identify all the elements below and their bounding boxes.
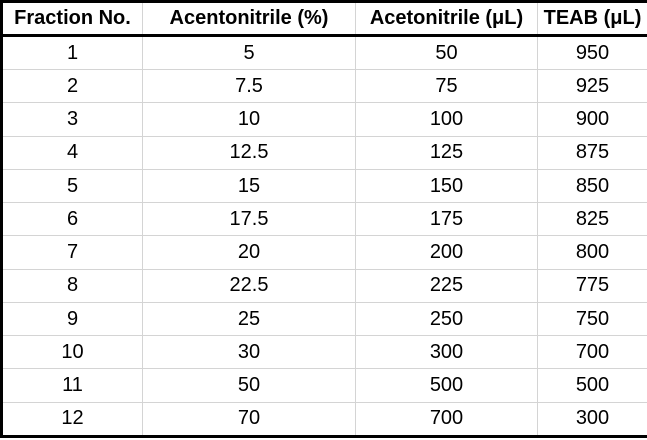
cell-teab-ul: 775 (537, 268, 647, 303)
cell-teab-ul: 750 (537, 301, 647, 337)
cell-fraction-no: 11 (1, 368, 143, 403)
cell-teab-ul: 850 (537, 168, 647, 204)
cell-fraction-no: 7 (1, 235, 143, 270)
table-row: 5 15 150 850 (1, 168, 647, 204)
cell-acentonitrile-percent: 22.5 (142, 268, 356, 303)
cell-fraction-no: 2 (1, 69, 143, 104)
cell-fraction-no: 9 (1, 301, 143, 337)
cell-acentonitrile-percent: 5 (142, 34, 356, 71)
table-row: 8 22.5 225 775 (1, 268, 647, 303)
cell-acetonitrile-ul: 150 (355, 168, 538, 204)
cell-teab-ul: 300 (537, 401, 647, 438)
cell-acetonitrile-ul: 75 (355, 69, 538, 104)
cell-acentonitrile-percent: 25 (142, 301, 356, 337)
cell-fraction-no: 3 (1, 102, 143, 137)
cell-acentonitrile-percent: 12.5 (142, 135, 356, 170)
cell-teab-ul: 500 (537, 368, 647, 403)
cell-acetonitrile-ul: 125 (355, 135, 538, 170)
cell-fraction-no: 8 (1, 268, 143, 303)
cell-teab-ul: 950 (537, 34, 647, 71)
table-row: 12 70 700 300 (1, 401, 647, 438)
table-row: 9 25 250 750 (1, 301, 647, 337)
table-row: 1 5 50 950 (1, 34, 647, 71)
cell-acetonitrile-ul: 700 (355, 401, 538, 438)
column-header-acetonitrile-ul: Acetonitrile (μL) (355, 1, 538, 37)
cell-teab-ul: 875 (537, 135, 647, 170)
cell-acentonitrile-percent: 17.5 (142, 202, 356, 237)
cell-fraction-no: 12 (1, 401, 143, 438)
cell-fraction-no: 1 (1, 34, 143, 71)
cell-fraction-no: 6 (1, 202, 143, 237)
cell-acetonitrile-ul: 500 (355, 368, 538, 403)
cell-acetonitrile-ul: 250 (355, 301, 538, 337)
cell-teab-ul: 925 (537, 69, 647, 104)
cell-acetonitrile-ul: 50 (355, 34, 538, 71)
header-row: Fraction No. Acentonitrile (%) Acetonitr… (1, 1, 647, 37)
cell-teab-ul: 825 (537, 202, 647, 237)
table-row: 2 7.5 75 925 (1, 69, 647, 104)
cell-acentonitrile-percent: 20 (142, 235, 356, 270)
cell-fraction-no: 5 (1, 168, 143, 204)
cell-acetonitrile-ul: 100 (355, 102, 538, 137)
cell-acentonitrile-percent: 10 (142, 102, 356, 137)
cell-acentonitrile-percent: 50 (142, 368, 356, 403)
cell-acentonitrile-percent: 70 (142, 401, 356, 438)
cell-fraction-no: 10 (1, 335, 143, 370)
table-row: 11 50 500 500 (1, 368, 647, 403)
cell-teab-ul: 900 (537, 102, 647, 137)
table-row: 7 20 200 800 (1, 235, 647, 270)
cell-fraction-no: 4 (1, 135, 143, 170)
table-row: 3 10 100 900 (1, 102, 647, 137)
cell-teab-ul: 800 (537, 235, 647, 270)
column-header-fraction-no: Fraction No. (1, 1, 143, 37)
column-header-teab-ul: TEAB (μL) (537, 1, 647, 37)
cell-teab-ul: 700 (537, 335, 647, 370)
cell-acetonitrile-ul: 175 (355, 202, 538, 237)
cell-acentonitrile-percent: 30 (142, 335, 356, 370)
table-row: 4 12.5 125 875 (1, 135, 647, 170)
cell-acetonitrile-ul: 225 (355, 268, 538, 303)
cell-acentonitrile-percent: 15 (142, 168, 356, 204)
table-row: 6 17.5 175 825 (1, 202, 647, 237)
cell-acetonitrile-ul: 200 (355, 235, 538, 270)
column-header-acentonitrile-percent: Acentonitrile (%) (142, 1, 356, 37)
table-row: 10 30 300 700 (1, 335, 647, 370)
cell-acentonitrile-percent: 7.5 (142, 69, 356, 104)
cell-acetonitrile-ul: 300 (355, 335, 538, 370)
